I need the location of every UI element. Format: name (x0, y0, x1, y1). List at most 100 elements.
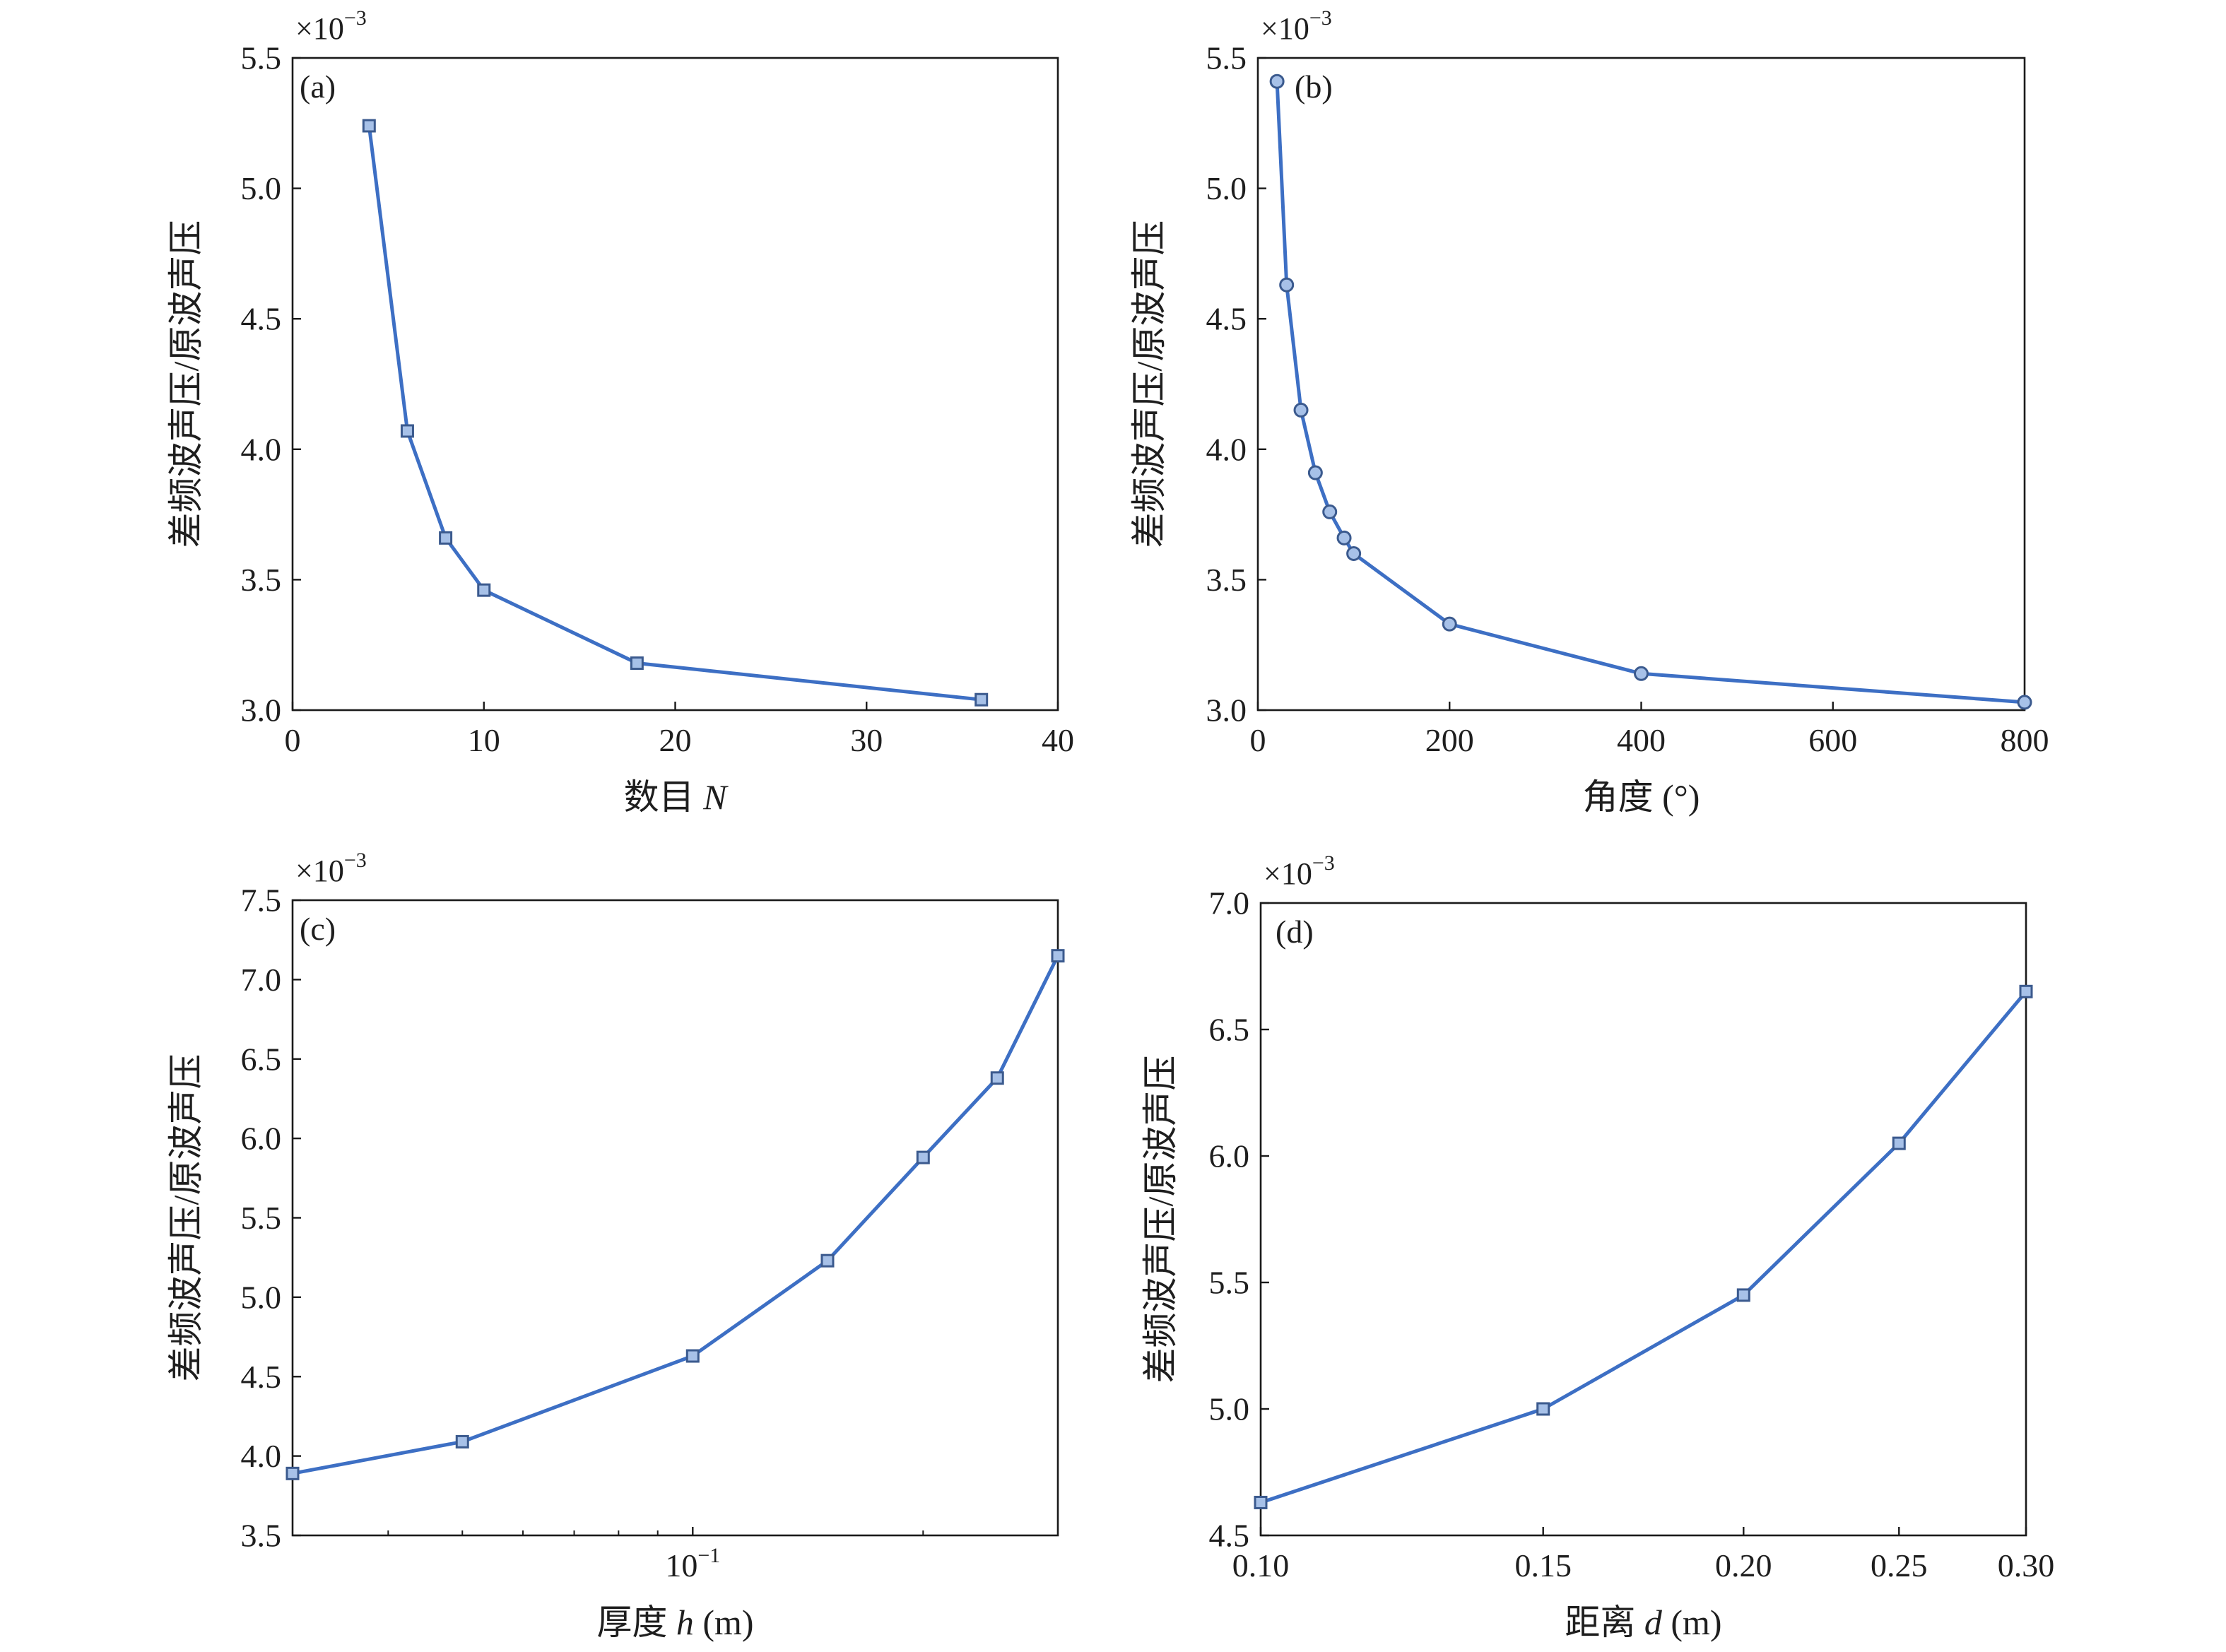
chart-panel: 3.5 4.0 4.5 5.0 5.5 6.0 6.5 7.0 7.5 10−1 ×10−3 (c) 差… (166, 849, 1065, 1642)
chart-panel: 3.0 3.5 4.0 4.5 5.0 5.5 0 10 20 30 40 ×10−3 (a) 差频波声压… (166, 6, 1074, 817)
y-scale-multiplier-base: ×10 (1264, 856, 1312, 891)
data-point (1279, 277, 1295, 293)
y-axis-label: 差频波声压/原波声压 (1129, 220, 1169, 548)
y-tick-label: 6.5 (241, 1041, 282, 1077)
x-axis-label-part: 数目 (624, 777, 704, 817)
data-point (1307, 465, 1323, 480)
chart-panel: 3.0 3.5 4.0 4.5 5.0 5.5 0 200 400 600 800 ×10−3 (b) 差… (1129, 6, 2049, 817)
y-scale-multiplier-exponent: −3 (344, 849, 367, 872)
y-tick-label: 4.5 (241, 1359, 282, 1395)
data-point (916, 1150, 930, 1164)
x-tick-label: 600 (1808, 722, 1857, 758)
data-point (1254, 1495, 1268, 1509)
x-tick-label: 10 (468, 722, 500, 758)
y-scale-multiplier-exponent: −3 (1312, 851, 1335, 875)
x-axis-label-part: d (1644, 1603, 1663, 1642)
data-point (2017, 695, 2032, 710)
x-tick-label: 800 (2001, 722, 2049, 758)
data-point (1736, 1288, 1750, 1302)
y-scale-multiplier: ×10−3 (295, 849, 367, 888)
data-point (1536, 1402, 1550, 1416)
data-point (820, 1253, 835, 1268)
x-axis-label-part: 厚度 (596, 1603, 676, 1642)
y-tick-label: 4.0 (241, 431, 282, 467)
y-scale-multiplier-base: ×10 (1261, 11, 1309, 46)
x-axis-label-part: 角度 (°) (1583, 777, 1700, 817)
data-point (1346, 545, 1362, 561)
y-tick-label: 5.5 (1206, 40, 1247, 76)
data-point (1892, 1136, 1906, 1150)
y-tick-label: 3.0 (1206, 692, 1247, 728)
data-point (630, 656, 644, 671)
data-point (477, 583, 491, 597)
data-point (1322, 504, 1338, 519)
y-tick-label: 7.0 (241, 962, 282, 998)
series-line (367, 124, 984, 702)
y-tick-label: 4.5 (241, 301, 282, 337)
y-axis-label: 差频波声压/原波声压 (166, 220, 206, 548)
y-tick-label: 5.5 (241, 1200, 282, 1236)
chart-panel: 4.5 5.0 5.5 6.0 6.5 7.0 0.10 0.15 0.20 0.25 0.30 ×1… (1141, 851, 2054, 1642)
x-axis-label-part: N (702, 777, 729, 817)
data-point (974, 692, 989, 707)
x-axis-label: 角度 (°) (1583, 777, 1700, 817)
x-tick-label: 30 (850, 722, 883, 758)
x-tick-label: 0 (285, 722, 301, 758)
y-scale-multiplier: ×10−3 (1264, 851, 1335, 891)
data-point (400, 424, 414, 438)
data-point (1336, 530, 1352, 545)
x-tick-label: 0.15 (1514, 1547, 1572, 1583)
y-scale-multiplier-base: ×10 (295, 854, 344, 888)
panel-label: (c) (300, 911, 336, 947)
plot-area-frame (291, 899, 1059, 1537)
data-point (1634, 666, 1649, 681)
plot-area-frame (1256, 57, 2026, 712)
x-tick-label: 0.10 (1232, 1547, 1290, 1583)
y-tick-label: 5.0 (1206, 170, 1247, 206)
y-axis-label: 差频波声压/原波声压 (1141, 1056, 1180, 1383)
data-point (285, 1466, 300, 1480)
y-tick-label: 3.5 (241, 1518, 282, 1554)
series-line (1259, 989, 2028, 1504)
x-axis-label-part: (m) (694, 1603, 754, 1642)
y-tick-label: 7.0 (1209, 885, 1250, 921)
y-tick-label: 5.0 (241, 170, 282, 206)
data-point (439, 531, 453, 545)
y-tick-label: 5.5 (1209, 1265, 1250, 1301)
panel-label: (d) (1276, 914, 1314, 950)
x-tick-label: 0 (1250, 722, 1266, 758)
x-tick-label: 0.25 (1871, 1547, 1928, 1583)
y-scale-multiplier: ×10−3 (295, 6, 367, 46)
x-tick-label: 400 (1617, 722, 1666, 758)
x-tick-label-base: 10 (665, 1547, 697, 1583)
data-point (1051, 949, 1065, 963)
x-axis-label-part: 距离 (1565, 1603, 1644, 1642)
y-tick-label: 6.5 (1209, 1012, 1250, 1048)
y-tick-label: 5.0 (241, 1279, 282, 1315)
y-tick-label: 4.5 (1206, 301, 1247, 337)
data-point (362, 119, 376, 133)
data-point (455, 1434, 469, 1449)
x-tick-label: 200 (1425, 722, 1474, 758)
x-axis-label: 数目 N (624, 777, 729, 817)
panel-label: (a) (300, 69, 336, 105)
x-axis-label-part: (m) (1662, 1603, 1722, 1642)
x-axis-label: 距离 d (m) (1565, 1603, 1721, 1642)
x-tick-label: 20 (659, 722, 692, 758)
data-point (685, 1349, 700, 1363)
x-axis-label-part: h (676, 1603, 694, 1642)
y-tick-label: 3.5 (241, 562, 282, 598)
x-tick-label-exponent: −1 (697, 1544, 720, 1567)
data-point (1442, 616, 1457, 632)
y-scale-multiplier-exponent: −3 (344, 6, 367, 30)
y-scale-multiplier-exponent: −3 (1309, 6, 1332, 30)
y-tick-label: 5.5 (241, 40, 282, 76)
series-line (290, 954, 1060, 1475)
y-tick-label: 7.5 (241, 883, 282, 919)
plot-area-frame (1259, 902, 2027, 1537)
y-tick-label: 4.5 (1209, 1518, 1250, 1554)
plot-area-frame (291, 57, 1059, 712)
y-tick-label: 4.0 (241, 1438, 282, 1474)
